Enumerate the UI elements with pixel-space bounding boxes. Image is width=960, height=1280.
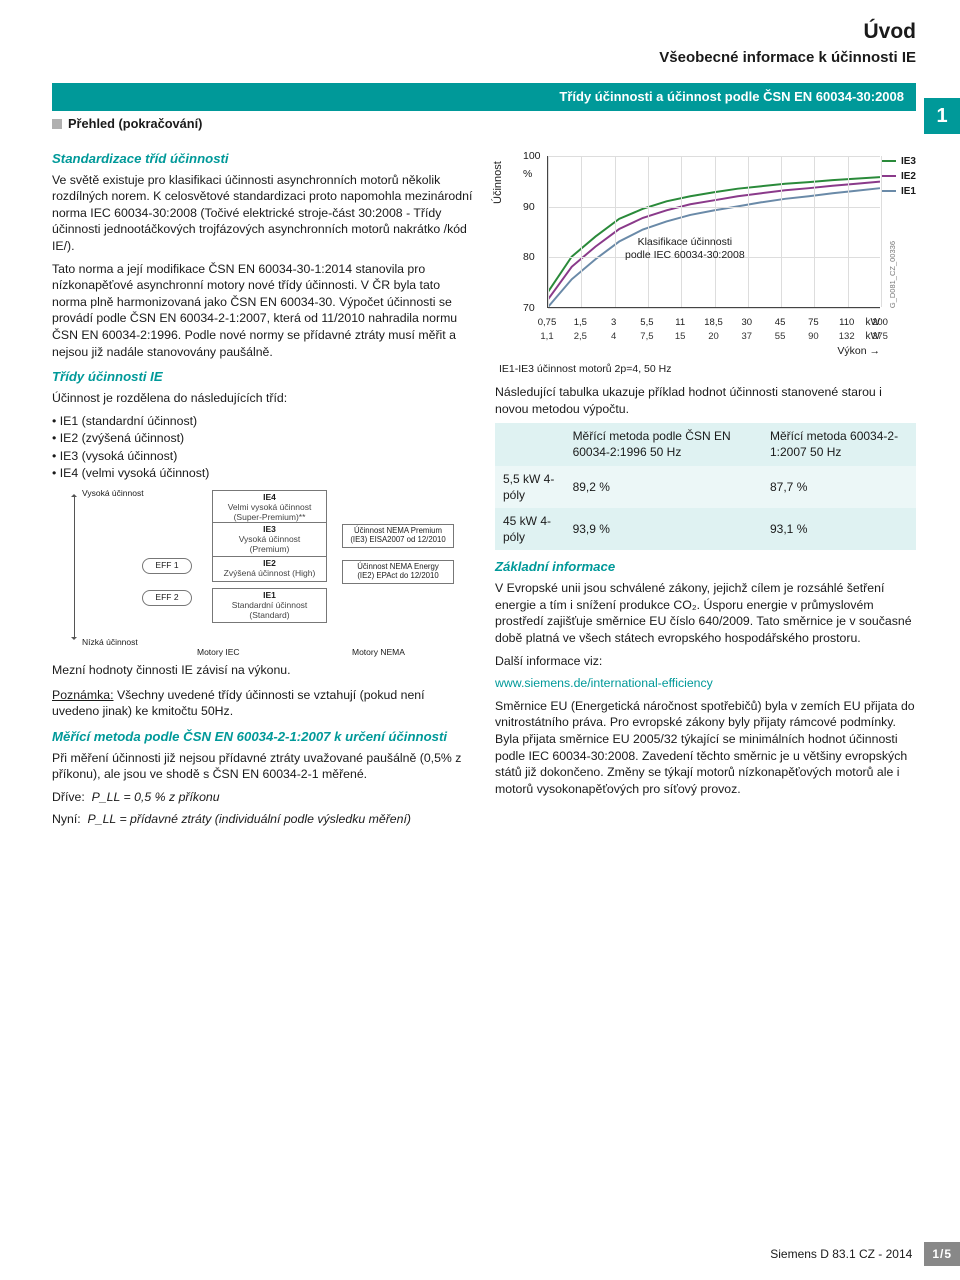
- diagram-box-ie2: IE2Zvýšená účinnost (High): [212, 556, 327, 582]
- table-header: [495, 423, 565, 465]
- formula-before: Dříve: P_LL = 0,5 % z příkonu: [52, 789, 473, 806]
- list-item: IE4 (velmi vysoká účinnost): [52, 465, 473, 482]
- para: Účinnost je rozdělena do následujících t…: [52, 390, 473, 407]
- para: Další informace viz:: [495, 653, 916, 670]
- note: Poznámka: Všechny uvedené třídy účinnost…: [52, 687, 473, 720]
- section-title-standardization: Standardizace tříd účinnosti: [52, 150, 473, 168]
- chart-x-axis-label: Výkon →: [837, 344, 880, 358]
- chart-code: G_D081_CZ_00336: [888, 241, 898, 308]
- doc-id: Siemens D 83.1 CZ - 2014: [770, 1246, 912, 1262]
- table-row: 45 kW 4-póly 93,9 % 93,1 %: [495, 508, 916, 550]
- section-title-ie-classes: Třídy účinnosti IE: [52, 368, 473, 386]
- para: Při měření účinnosti již nejsou přídavné…: [52, 750, 473, 783]
- diagram-box-ie3: IE3Vysoká účinnost (Premium): [212, 522, 327, 557]
- table-header: Měřící metoda 60034-2-1:2007 50 Hz: [762, 423, 916, 465]
- list-item: IE3 (vysoká účinnost): [52, 448, 473, 465]
- diagram-box-eff1: EFF 1: [142, 558, 192, 574]
- section-title-measure-method: Měřící metoda podle ČSN EN 60034-2-1:200…: [52, 728, 473, 746]
- list-item: IE1 (standardní účinnost): [52, 413, 473, 430]
- chart-inline-note: Klasifikace účinnosti podle IEC 60034-30…: [625, 236, 745, 262]
- left-column: Standardizace tříd účinnosti Ve světě ex…: [52, 142, 473, 834]
- para: V Evropské unii jsou schválené zákony, j…: [495, 580, 916, 646]
- right-column: Účinnost IE3IE2IE1 Klasifikace účinnosti…: [495, 142, 916, 834]
- diagram-box-eff2: EFF 2: [142, 590, 192, 606]
- diagram-footer-iec: Motory IEC: [197, 647, 240, 658]
- diagram-box-ie4: IE4Velmi vysoká účinnost (Super-Premium)…: [212, 490, 327, 525]
- diagram-label-low: Nízká účinnost: [82, 637, 138, 648]
- para: Tato norma a její modifikace ČSN EN 6003…: [52, 261, 473, 361]
- diagram-label-high: Vysoká účinnost: [82, 488, 144, 499]
- chart-legend: IE3IE2IE1: [882, 154, 916, 199]
- formula-now: Nyní: P_LL = přídavné ztráty (individuál…: [52, 811, 473, 828]
- page-title: Úvod: [0, 18, 916, 46]
- section-band: Třídy účinnosti a účinnost podle ČSN EN …: [52, 83, 916, 111]
- table-header: Měřící metoda podle ČSN EN 60034-2:1996 …: [565, 423, 762, 465]
- para: Následující tabulka ukazuje příklad hodn…: [495, 384, 916, 417]
- overview-label: Přehled (pokračování): [68, 116, 202, 131]
- diagram-box-nema-energy: Účinnost NEMA Energy (IE2) EPAct do 12/2…: [342, 560, 454, 584]
- diagram-box-ie1: IE1Standardní účinnost (Standard): [212, 588, 327, 623]
- page-footer: Siemens D 83.1 CZ - 2014 1/5: [770, 1242, 960, 1266]
- para: Směrnice EU (Energetická náročnost spotř…: [495, 698, 916, 798]
- diagram-box-nema-premium: Účinnost NEMA Premium (IE3) EISA2007 od …: [342, 524, 454, 548]
- chart-caption: IE1-IE3 účinnost motorů 2p=4, 50 Hz: [499, 362, 916, 376]
- para: Mezní hodnoty činnosti IE závisí na výko…: [52, 662, 473, 679]
- external-link[interactable]: www.siemens.de/international-efficiency: [495, 676, 713, 690]
- efficiency-chart: Účinnost IE3IE2IE1 Klasifikace účinnosti…: [495, 146, 916, 356]
- chapter-tab: 1: [924, 98, 960, 134]
- section-title-basic-info: Základní informace: [495, 558, 916, 576]
- bullet-square-icon: [52, 119, 62, 129]
- page-number: 1/5: [924, 1242, 960, 1266]
- diagram-footer-nema: Motory NEMA: [352, 647, 405, 658]
- chart-y-axis-label: Účinnost: [491, 161, 506, 204]
- comparison-table: Měřící metoda podle ČSN EN 60034-2:1996 …: [495, 423, 916, 550]
- ie-class-list: IE1 (standardní účinnost) IE2 (zvýšená ú…: [52, 413, 473, 482]
- para: Ve světě existuje pro klasifikaci účinno…: [52, 172, 473, 255]
- efficiency-class-diagram: Vysoká účinnost Nízká účinnost IE4Velmi …: [52, 488, 473, 658]
- list-item: IE2 (zvýšená účinnost): [52, 430, 473, 447]
- page-subtitle: Všeobecné informace k účinnosti IE: [0, 48, 916, 68]
- table-row: 5,5 kW 4-póly 89,2 % 87,7 %: [495, 466, 916, 508]
